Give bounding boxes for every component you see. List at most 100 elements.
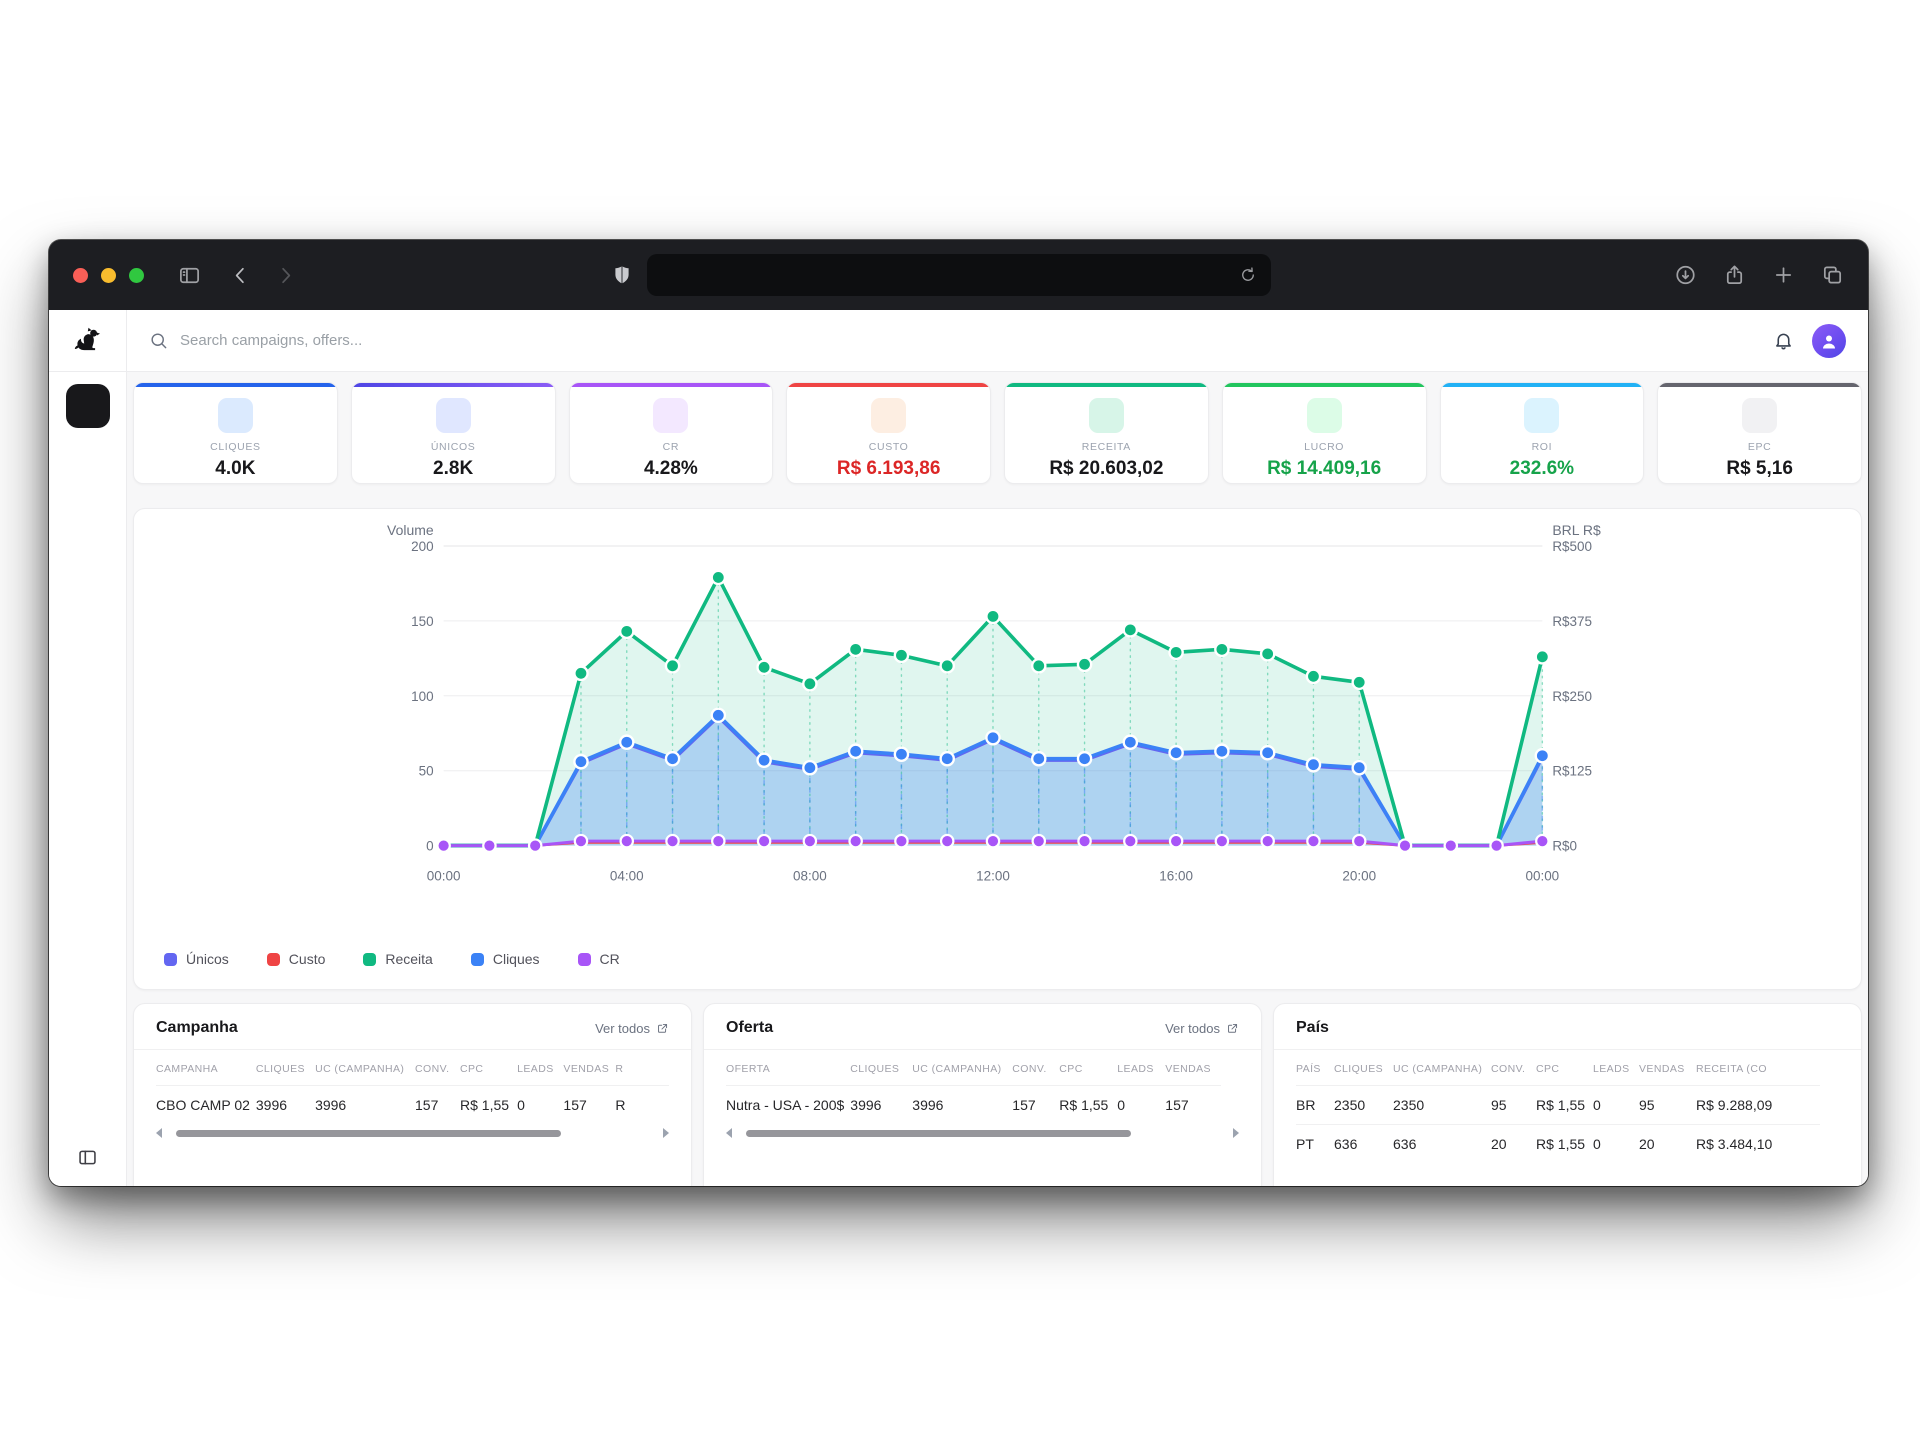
- column-header[interactable]: CONV.: [1012, 1063, 1047, 1075]
- reload-icon[interactable]: [1239, 266, 1257, 284]
- traffic-chart[interactable]: Volume 0 50 100 150 200 BRL R$ R$0 R$125 R$250 R$3…: [134, 509, 1861, 990]
- zap-icon: [77, 774, 98, 795]
- bell-icon[interactable]: [1773, 330, 1794, 351]
- sidebar-item-settings[interactable]: [66, 870, 110, 914]
- sidebar-item-flows[interactable]: [66, 600, 110, 644]
- stat-card-únicos[interactable]: ÚNICOS 2.8K: [350, 382, 556, 484]
- maximize-window-button[interactable]: [129, 267, 144, 283]
- legend-item-cr[interactable]: CR: [577, 951, 620, 967]
- scroll-right-arrow[interactable]: [1233, 1128, 1239, 1138]
- legend-item-custo[interactable]: Custo: [266, 951, 325, 967]
- stat-card-lucro[interactable]: LUCRO R$ 14.409,16: [1221, 382, 1427, 484]
- tab-overview-button[interactable]: [1821, 264, 1844, 287]
- horizontal-scrollbar[interactable]: [156, 1128, 669, 1138]
- column-header[interactable]: UC (CAMPANHA): [315, 1063, 405, 1075]
- dollar-icon: [871, 398, 907, 433]
- legend-item-receita[interactable]: Receita: [363, 951, 433, 967]
- stat-card-receita[interactable]: RECEITA R$ 20.603,02: [1004, 382, 1209, 484]
- table-card-país: País PAÍS CLIQUES UC (CAMPANHA) CONV. CPC LEAD…: [1273, 1003, 1862, 1186]
- browser-toolbar: [49, 240, 1868, 310]
- downloads-button[interactable]: [1674, 264, 1697, 287]
- column-header[interactable]: PAÍS: [1296, 1063, 1321, 1075]
- stat-accent-bar: [1005, 383, 1208, 387]
- table-row[interactable]: CBO CAMP 02 3996 3996 157 R$ 1,55 0 157 R: [156, 1085, 669, 1124]
- column-header[interactable]: UC (CAMPANHA): [1393, 1063, 1483, 1075]
- stat-card-custo[interactable]: CUSTO R$ 6.193,86: [786, 382, 991, 484]
- stat-card-cr[interactable]: CR 4.28%: [568, 382, 774, 484]
- column-header[interactable]: CLIQUES: [850, 1063, 900, 1075]
- sidebar-item-landers[interactable]: [66, 546, 110, 590]
- close-window-button[interactable]: [73, 267, 88, 283]
- breakdown-tables-row: Campanha Ver todos CAMPANHA CLIQUES UC (CAMP…: [133, 1003, 1862, 1186]
- ver-todos-link[interactable]: Ver todos: [1165, 1021, 1239, 1036]
- stat-accent-bar: [787, 383, 990, 387]
- column-header[interactable]: CPC: [460, 1063, 484, 1075]
- horizontal-scrollbar[interactable]: [726, 1128, 1239, 1138]
- scroll-right-arrow[interactable]: [663, 1128, 669, 1138]
- stat-cards-row: CLIQUES 4.0K ÚNICOS 2.8K CR 4.28% CUSTO R$ 6.19…: [133, 382, 1862, 484]
- column-header[interactable]: VENDAS: [1639, 1063, 1685, 1075]
- minimize-window-button[interactable]: [101, 267, 116, 283]
- sidebar-item-offers[interactable]: [66, 492, 110, 536]
- dog-logo-icon: [74, 327, 100, 350]
- ver-todos-link[interactable]: Ver todos: [595, 1021, 669, 1036]
- stat-card-roi[interactable]: ROI 232.6%: [1439, 382, 1645, 484]
- table-title: Campanha: [156, 1019, 238, 1036]
- column-header[interactable]: CAMPANHA: [156, 1063, 219, 1075]
- url-bar[interactable]: [646, 254, 1271, 296]
- sidebar-item-links[interactable]: [66, 708, 110, 752]
- scrollbar-thumb[interactable]: [176, 1129, 562, 1137]
- column-header[interactable]: CONV.: [415, 1063, 450, 1075]
- table-row[interactable]: Nutra - USA - 200$ 3996 3996 157 R$ 1,55 0 157: [726, 1085, 1222, 1124]
- column-header[interactable]: LEADS: [1117, 1063, 1154, 1075]
- scroll-left-arrow[interactable]: [726, 1128, 732, 1138]
- stat-card-epc[interactable]: EPC R$ 5,16: [1657, 382, 1862, 484]
- legend-item-únicos[interactable]: Únicos: [164, 951, 229, 967]
- column-header[interactable]: CLIQUES: [1334, 1063, 1384, 1075]
- scroll-left-arrow[interactable]: [156, 1128, 162, 1138]
- search-input[interactable]: [180, 332, 600, 349]
- stat-card-cliques[interactable]: CLIQUES 4.0K: [133, 382, 338, 484]
- column-header[interactable]: CLIQUES: [255, 1063, 305, 1075]
- back-button[interactable]: [229, 264, 252, 287]
- sidebar-item-dashboard[interactable]: [65, 384, 110, 428]
- column-header[interactable]: VENDAS: [563, 1063, 610, 1075]
- column-header[interactable]: CPC: [1059, 1063, 1083, 1075]
- shield-icon[interactable]: [611, 263, 633, 287]
- column-header[interactable]: UC (CAMPANHA): [912, 1063, 1002, 1075]
- link-icon: [77, 720, 98, 741]
- sidebar-item-campaigns[interactable]: [66, 438, 110, 482]
- new-tab-button[interactable]: [1772, 264, 1795, 287]
- column-header[interactable]: OFERTA: [726, 1063, 771, 1075]
- column-header[interactable]: CONV.: [1491, 1063, 1526, 1075]
- legend-item-cliques[interactable]: Cliques: [470, 951, 540, 967]
- legend-swatch: [363, 952, 377, 966]
- scrollbar-thumb[interactable]: [746, 1129, 1132, 1137]
- avatar[interactable]: [1812, 323, 1846, 358]
- table-row[interactable]: PT 636 636 20 R$ 1,55 0 20 R$ 3.484,10: [1296, 1124, 1820, 1163]
- sidebar-item-domains[interactable]: [66, 654, 110, 698]
- column-header[interactable]: LEADS: [517, 1063, 554, 1075]
- stat-accent-bar: [1658, 383, 1861, 387]
- column-header[interactable]: LEADS: [1593, 1063, 1630, 1075]
- table-row[interactable]: BR 2350 2350 95 R$ 1,55 0 95 R$ 9.288,09: [1296, 1085, 1820, 1125]
- share-button[interactable]: [1723, 264, 1746, 287]
- stat-accent-bar: [569, 383, 773, 387]
- column-header[interactable]: R: [615, 1063, 624, 1075]
- svg-text:R$500: R$500: [1552, 539, 1592, 554]
- column-header[interactable]: CPC: [1536, 1063, 1560, 1075]
- svg-text:R$250: R$250: [1552, 689, 1592, 704]
- bar-chart-icon: [77, 828, 98, 849]
- sidebar-item-reports[interactable]: [66, 816, 110, 860]
- stat-value: 2.8K: [433, 458, 474, 479]
- collapse-sidebar-icon[interactable]: [77, 1147, 98, 1168]
- stat-label: CLIQUES: [210, 441, 261, 453]
- sidebar-toggle-icon[interactable]: [178, 264, 201, 287]
- column-header[interactable]: VENDAS: [1165, 1063, 1211, 1075]
- svg-text:08:00: 08:00: [793, 869, 827, 884]
- column-header[interactable]: RECEITA (CO: [1696, 1063, 1767, 1075]
- stat-value: 4.28%: [643, 458, 698, 479]
- app-logo[interactable]: [49, 310, 126, 372]
- sidebar-item-automation[interactable]: [66, 762, 110, 806]
- stat-accent-bar: [1222, 383, 1426, 387]
